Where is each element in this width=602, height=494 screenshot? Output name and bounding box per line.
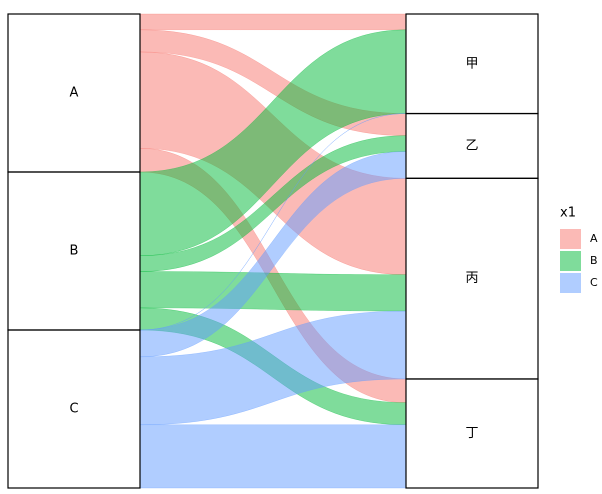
legend-label: B bbox=[590, 254, 598, 267]
stratum-label: A bbox=[70, 86, 79, 101]
stratum-label: B bbox=[70, 244, 79, 259]
stratum bbox=[7, 329, 141, 489]
legend-title: x1 bbox=[560, 206, 576, 221]
legend-key bbox=[560, 229, 581, 249]
stratum-label: C bbox=[69, 402, 78, 417]
legend-label: C bbox=[590, 276, 598, 289]
legend-key bbox=[560, 273, 581, 293]
flow bbox=[139, 424, 407, 489]
stratum bbox=[405, 378, 539, 489]
stratum-label: 甲 bbox=[465, 56, 478, 71]
flow bbox=[139, 13, 407, 31]
stratum-label: 乙 bbox=[465, 138, 478, 153]
flow bbox=[139, 271, 407, 312]
stratum-label: 丙 bbox=[465, 271, 478, 286]
legend-label: A bbox=[590, 232, 598, 245]
legend-key bbox=[560, 251, 581, 271]
stratum-label: 丁 bbox=[465, 426, 478, 441]
